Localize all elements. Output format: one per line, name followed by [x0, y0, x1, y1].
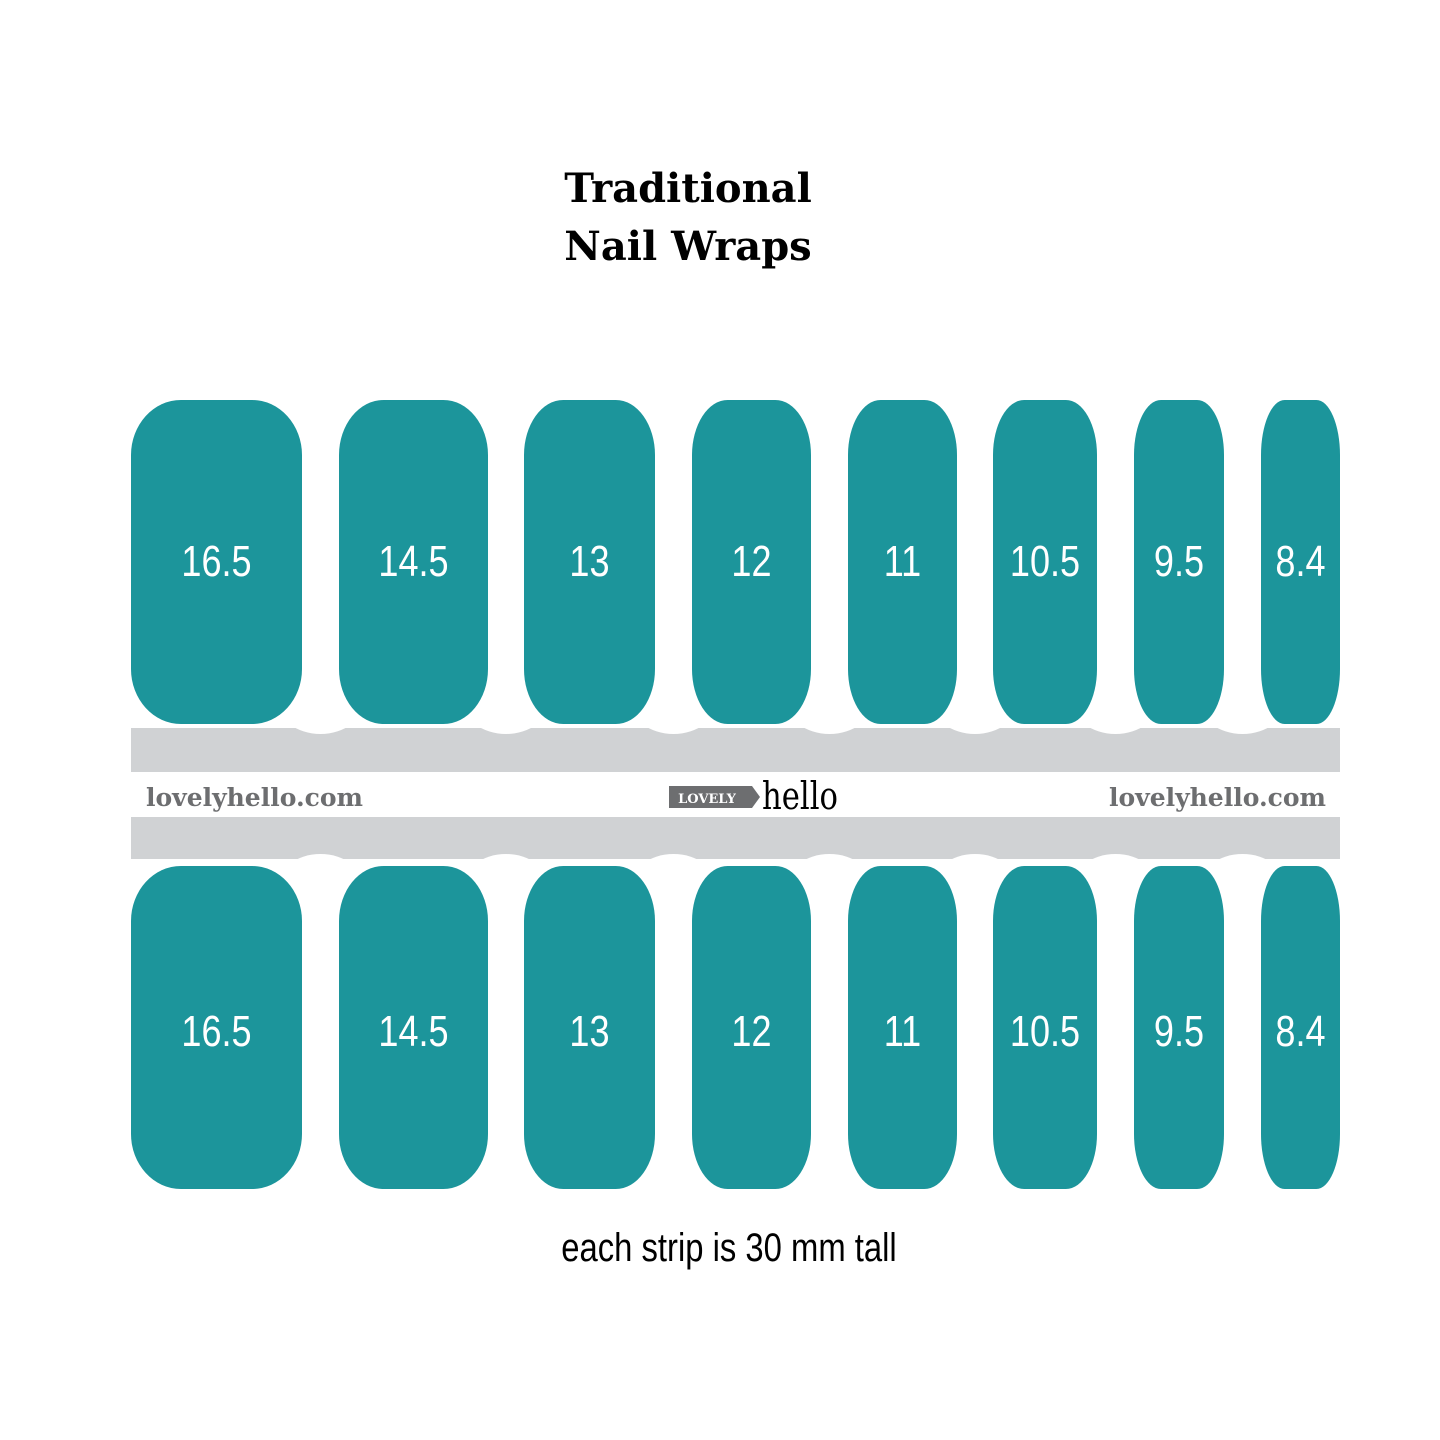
nail-size-label: 9.5 — [1154, 1007, 1204, 1056]
diagram-title: Traditional Nail Wraps — [0, 160, 1376, 276]
nail-wrap-10-5 — [993, 866, 1097, 1189]
nail-size-label: 10.5 — [1010, 1007, 1080, 1056]
nail-wrap-14-5 — [339, 400, 488, 724]
logo-word: hello — [762, 774, 838, 818]
nail-wrap-14-5 — [339, 866, 488, 1189]
nail-size-label: 12 — [731, 1007, 771, 1056]
nail-size-label: 13 — [569, 537, 609, 586]
nail-size-label: 8.4 — [1275, 537, 1325, 586]
nail-wrap-11 — [848, 400, 957, 724]
nail-wraps: 16.5 14.5 13 12 11 10.5 9.5 8.4 16.5 14.5 13 12 11 10… — [131, 400, 1340, 1189]
nail-size-label: 13 — [569, 1007, 609, 1056]
logo-tag-text: LOVELY — [678, 792, 737, 807]
nail-size-label: 12 — [731, 537, 771, 586]
nail-size-label: 11 — [884, 537, 921, 586]
nail-wrap-10-5 — [993, 400, 1097, 724]
nail-size-label: 16.5 — [181, 1007, 251, 1056]
nail-wrap-13 — [524, 866, 655, 1189]
title-line-1: Traditional — [564, 165, 812, 212]
nail-wrap-9-5 — [1134, 866, 1224, 1189]
nail-size-label: 14.5 — [378, 1007, 448, 1056]
nail-size-label: 11 — [884, 1007, 921, 1056]
nail-size-label: 9.5 — [1154, 537, 1204, 586]
site-url-left: lovelyhello.com — [146, 783, 363, 812]
nail-size-label: 16.5 — [181, 537, 251, 586]
caption: each strip is 30 mm tall — [561, 1226, 897, 1270]
nail-wrap-12 — [692, 400, 811, 724]
title-line-2: Nail Wraps — [564, 223, 812, 270]
band-top — [131, 728, 1340, 772]
logo-tag-shape — [669, 786, 760, 808]
nail-wrap-16-5 — [131, 400, 302, 724]
band-bottom — [131, 817, 1340, 859]
nail-size-label: 8.4 — [1275, 1007, 1325, 1056]
site-url-right: lovelyhello.com — [1109, 783, 1326, 812]
nail-wrap-9-5 — [1134, 400, 1224, 724]
nail-wrap-12 — [692, 866, 811, 1189]
lovelyhello-logo: LOVELY hello — [669, 774, 838, 818]
nail-size-label: 14.5 — [378, 537, 448, 586]
nail-wrap-13 — [524, 400, 655, 724]
band-text: lovelyhello.com lovelyhello.com LOVELY h… — [146, 774, 1326, 818]
nail-wrap-16-5 — [131, 866, 302, 1189]
nail-wrap-8-4 — [1261, 400, 1340, 724]
nail-wrap-8-4 — [1261, 866, 1340, 1189]
nail-size-label: 10.5 — [1010, 537, 1080, 586]
nail-wrap-11 — [848, 866, 957, 1189]
